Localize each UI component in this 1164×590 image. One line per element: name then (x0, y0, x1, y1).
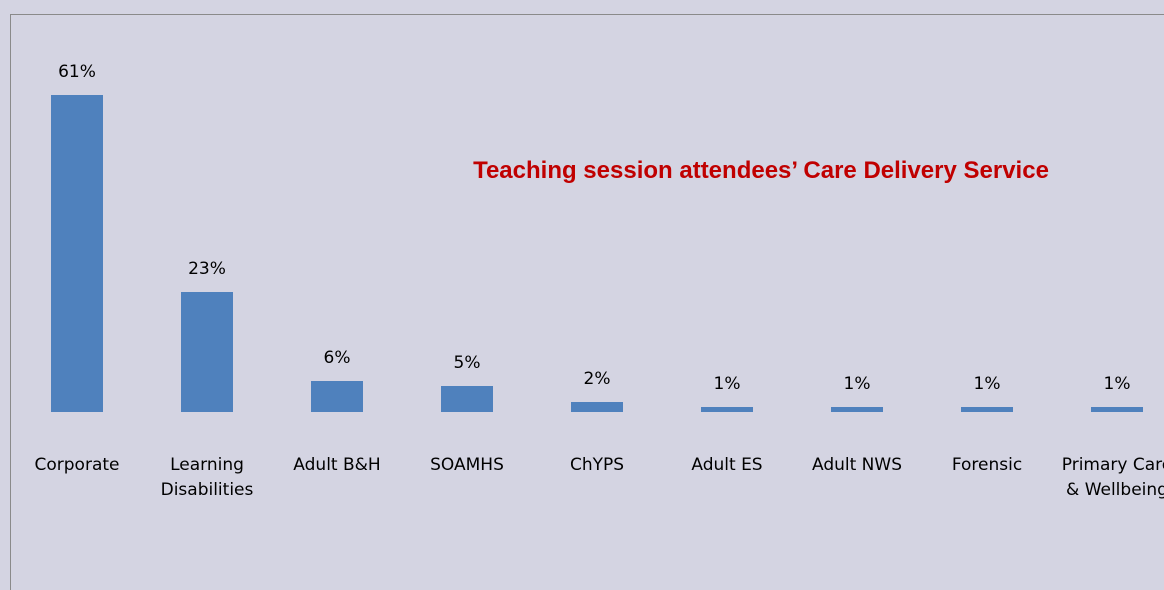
data-label: 1% (973, 373, 1001, 394)
data-label: 1% (713, 373, 741, 394)
bar (311, 380, 363, 412)
x-tick-label: Adult ES (691, 455, 763, 475)
data-label: 23% (188, 259, 226, 280)
bar (441, 386, 493, 412)
x-tick-label: Primary Care & Wellbeing (1061, 455, 1164, 500)
x-tick-label: Corporate (34, 455, 120, 475)
x-tick-label: Adult NWS (811, 455, 902, 475)
bar (181, 292, 233, 412)
data-label: 1% (1103, 373, 1131, 394)
x-tick-label: Adult B&H (293, 455, 381, 475)
data-label: 2% (583, 368, 611, 389)
x-tick-label: ChYPS (569, 455, 625, 475)
chart-title: Teaching session attendees’ Care Deliver… (473, 157, 1049, 184)
bar (701, 406, 753, 412)
bar (961, 406, 1013, 412)
data-label: 5% (453, 353, 481, 373)
bar (51, 94, 103, 412)
bar (1091, 406, 1143, 412)
data-label: 6% (323, 347, 351, 368)
x-tick-label: Forensic (951, 455, 1023, 475)
chart: Teaching session attendees’ Care Deliver… (10, 14, 1164, 590)
x-tick-label: SOAMHS (430, 455, 504, 475)
bar (831, 406, 883, 412)
x-tick-label: Learning Disabilities (160, 455, 254, 500)
data-label: 61% (58, 61, 96, 82)
bar (571, 401, 623, 412)
data-label: 1% (843, 373, 871, 394)
